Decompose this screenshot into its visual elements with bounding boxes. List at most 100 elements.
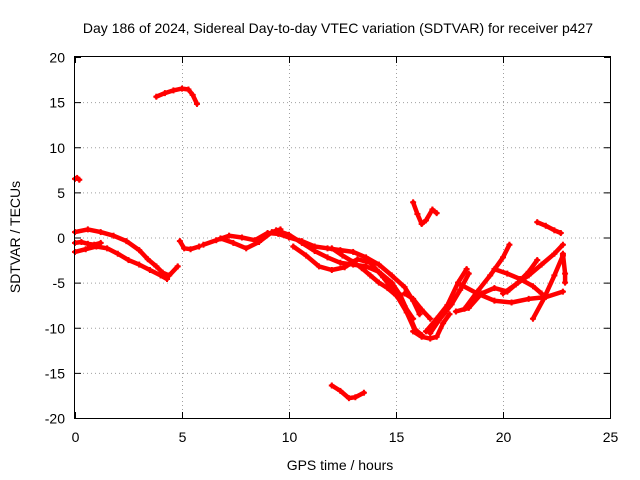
data-point: [84, 226, 91, 233]
axis-ticks: [74, 56, 611, 419]
data-point: [393, 292, 399, 299]
y-tick-labels: 20 15 10 5 0 -5 -10 -15 -20: [45, 50, 65, 427]
y-tick-label: 5: [57, 185, 65, 201]
data-point: [433, 333, 440, 340]
series-track-23: [529, 252, 566, 322]
data-point: [401, 290, 408, 297]
data-point: [213, 237, 220, 244]
data-point: [97, 239, 104, 246]
x-tick-label: 0: [72, 429, 80, 445]
data-point: [457, 286, 464, 293]
series-line: [500, 242, 566, 296]
y-tick-label: 0: [57, 230, 65, 246]
data-point: [328, 382, 335, 389]
data-point: [429, 206, 436, 213]
data-point: [465, 270, 472, 277]
data-point: [328, 245, 335, 252]
data-point: [418, 306, 425, 313]
data-point: [230, 239, 237, 246]
data-point: [452, 308, 459, 315]
data-point: [375, 279, 382, 286]
data-point: [367, 272, 374, 279]
data-point: [427, 335, 434, 342]
data-point: [422, 217, 429, 224]
series-line: [534, 219, 564, 236]
data-series: [72, 85, 569, 402]
data-point: [410, 295, 417, 302]
data-point: [525, 272, 532, 279]
data-point: [410, 315, 417, 322]
series-track-22: [500, 241, 566, 297]
data-point: [345, 395, 352, 402]
data-point: [446, 311, 453, 318]
data-point: [427, 315, 434, 322]
data-point: [354, 256, 361, 263]
y-tick-label: -20: [45, 411, 65, 427]
data-point: [104, 245, 111, 252]
data-point: [401, 284, 408, 291]
data-point: [82, 246, 89, 253]
data-point: [557, 229, 564, 236]
data-point: [166, 272, 173, 279]
data-point: [542, 222, 549, 229]
x-tick-labels: 0 5 10 15 20 25: [72, 429, 619, 445]
data-point: [448, 301, 455, 308]
x-tick-label: 10: [282, 429, 298, 445]
y-tick-label: -5: [53, 275, 66, 291]
data-point: [375, 261, 382, 268]
data-point: [350, 258, 357, 265]
data-point: [97, 229, 104, 236]
data-point: [290, 243, 297, 250]
data-point: [440, 320, 447, 327]
series-line: [530, 253, 566, 321]
data-point: [559, 241, 566, 248]
data-point: [491, 266, 498, 273]
data-point: [559, 288, 566, 295]
data-point: [193, 100, 200, 107]
data-point: [350, 248, 357, 255]
y-tick-label: 20: [49, 50, 65, 66]
data-point: [286, 231, 292, 238]
series-track-11: [328, 245, 417, 322]
data-point: [500, 254, 506, 261]
series-line: [177, 238, 202, 252]
data-point: [410, 199, 417, 206]
data-point: [534, 257, 541, 264]
data-point: [256, 239, 263, 246]
data-point: [422, 328, 429, 335]
data-point: [534, 219, 541, 226]
series-line: [453, 257, 540, 314]
x-tick-label: 5: [179, 429, 187, 445]
data-point: [360, 389, 367, 396]
data-point: [157, 272, 164, 279]
x-axis-title: GPS time / hours: [287, 457, 394, 473]
data-point: [559, 250, 566, 257]
data-point: [463, 266, 470, 273]
data-point: [181, 245, 188, 252]
data-point: [123, 238, 130, 245]
y-axis-title: SDTVAR / TECUs: [7, 181, 23, 293]
data-point: [174, 263, 181, 270]
data-point: [170, 87, 177, 94]
data-point: [418, 220, 425, 227]
data-point: [76, 176, 83, 183]
series-track-02: [153, 85, 200, 107]
data-point: [114, 250, 121, 257]
series-line: [402, 291, 433, 321]
data-point: [144, 256, 151, 263]
data-point: [465, 304, 472, 311]
data-point: [238, 234, 245, 241]
data-point: [529, 283, 536, 290]
data-point: [491, 285, 498, 292]
data-point: [273, 227, 280, 234]
series-line: [329, 246, 416, 321]
data-point: [328, 266, 335, 273]
y-tick-label: -10: [45, 320, 65, 336]
data-point: [176, 238, 183, 245]
data-point: [110, 232, 117, 239]
series-line: [72, 244, 170, 282]
data-point: [538, 261, 545, 268]
data-point: [341, 264, 348, 271]
data-point: [410, 328, 417, 335]
